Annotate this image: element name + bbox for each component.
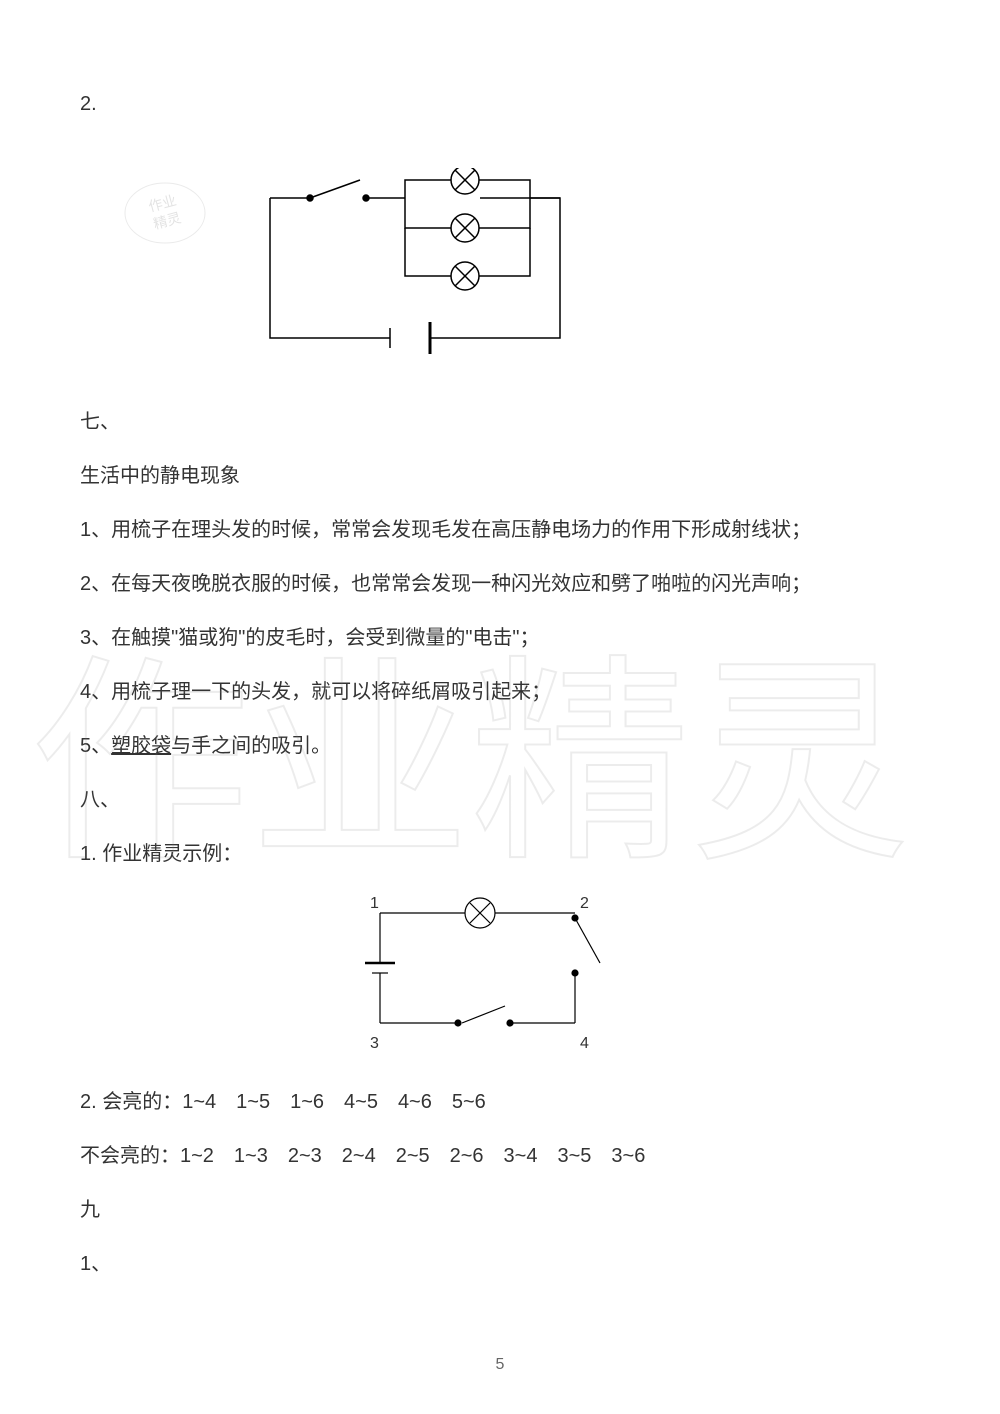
question-2b-line1: 2. 会亮的：1~4 1~5 1~6 4~5 4~6 5~6 xyxy=(80,1078,920,1126)
section-7-subtitle: 生活中的静电现象 xyxy=(80,452,920,500)
circuit2-label-4: 4 xyxy=(580,1035,589,1052)
section-7-heading: 七、 xyxy=(80,398,920,446)
circuit-diagram-2-area: 1 2 3 4 xyxy=(80,888,920,1068)
section-8-heading: 八、 xyxy=(80,776,920,824)
watermark-stamp-icon: 作业 精灵 xyxy=(120,178,210,248)
page-number: 5 xyxy=(496,1346,505,1384)
section-9-item-1: 1、 xyxy=(80,1240,920,1288)
circuit2-label-3: 3 xyxy=(370,1035,379,1052)
section-7-item-1: 1、用梳子在理头发的时候，常常会发现毛发在高压静电场力的作用下形成射线状； xyxy=(80,506,920,554)
circuit-diagram-1 xyxy=(250,168,580,368)
section-9-heading: 九 xyxy=(80,1186,920,1234)
question-2-label: 2. xyxy=(80,80,920,128)
circuit2-label-2: 2 xyxy=(580,895,589,912)
section-7-item-2: 2、在每天夜晚脱衣服的时候，也常常会发现一种闪光效应和劈了啪啦的闪光声响； xyxy=(80,560,920,608)
circuit-diagram-2: 1 2 3 4 xyxy=(80,888,920,1068)
circuit-diagram-1-area: 作业 精灵 xyxy=(80,148,920,368)
section-8-item-1: 1. 作业精灵示例： xyxy=(80,830,920,878)
section-7-item-5: 5、塑胶袋与手之间的吸引。 xyxy=(80,722,920,770)
section-7-item-3: 3、在触摸"猫或狗"的皮毛时，会受到微量的"电击"； xyxy=(80,614,920,662)
circuit2-label-1: 1 xyxy=(370,895,379,912)
section-7-item-4: 4、用梳子理一下的头发，就可以将碎纸屑吸引起来； xyxy=(80,668,920,716)
question-2b-line2: 不会亮的：1~2 1~3 2~3 2~4 2~5 2~6 3~4 3~5 3~6 xyxy=(80,1132,920,1180)
